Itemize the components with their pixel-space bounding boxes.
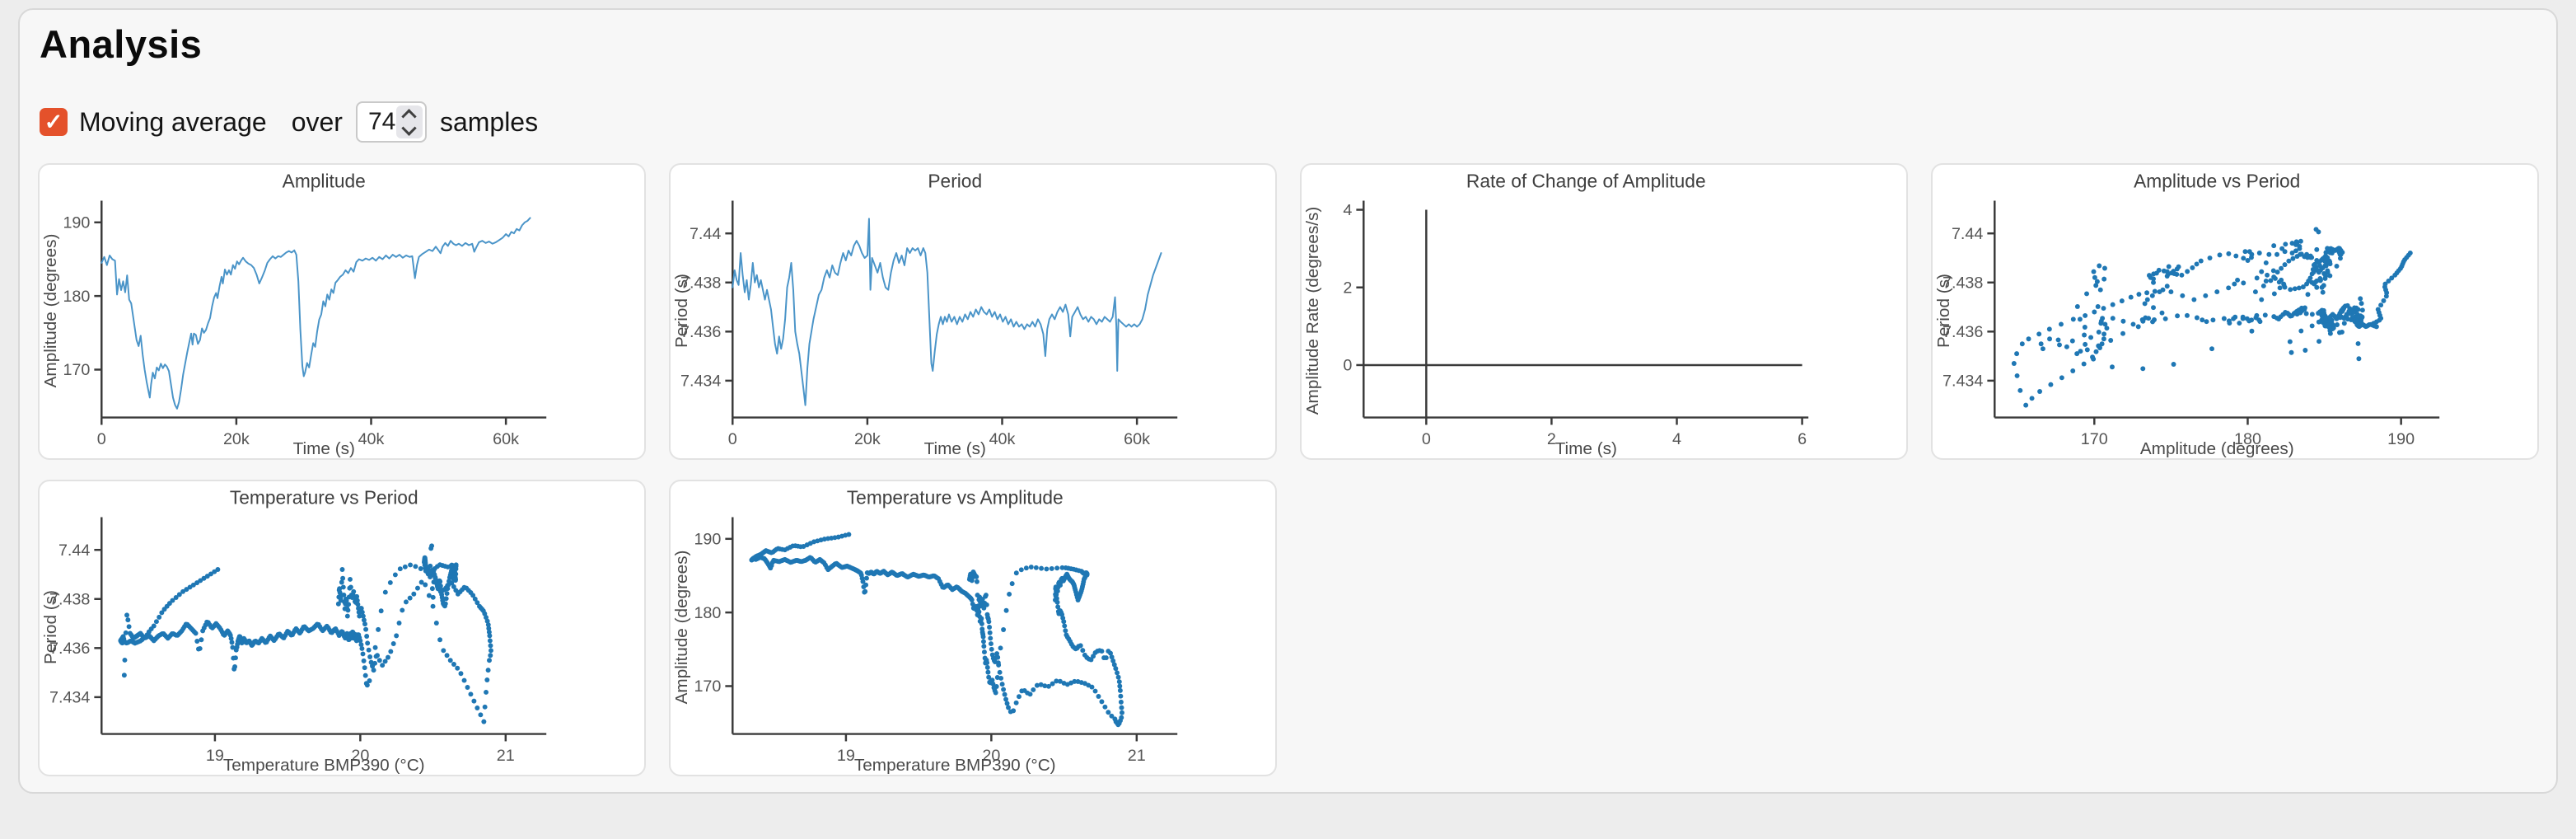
svg-text:20: 20	[982, 747, 1000, 765]
svg-text:7.44: 7.44	[690, 225, 721, 243]
moving-average-checkbox[interactable]: ✓	[40, 108, 68, 136]
chart-amplitude-rate-panel: Rate of Change of Amplitude 0 2 4 6 0 2 4 Time (…	[1300, 163, 1908, 460]
svg-text:Amplitude Rate (degrees/s): Amplitude Rate (degrees/s)	[1303, 207, 1322, 415]
svg-text:Time (s): Time (s)	[293, 439, 355, 458]
svg-text:7.436: 7.436	[680, 323, 721, 341]
svg-text:4: 4	[1672, 430, 1681, 448]
svg-text:Temperature vs Amplitude: Temperature vs Amplitude	[847, 487, 1064, 509]
svg-text:20k: 20k	[223, 430, 250, 448]
svg-text:170: 170	[63, 361, 90, 379]
svg-text:7.438: 7.438	[1943, 274, 1983, 292]
page-title: Analysis	[40, 22, 203, 66]
svg-text:6: 6	[1798, 430, 1807, 448]
charts-grid: Amplitude 0 20k 40k 60k 170 180 190 Time (s) Ampl…	[38, 163, 2539, 776]
svg-text:7.44: 7.44	[1952, 225, 1983, 243]
svg-text:0: 0	[97, 430, 106, 448]
svg-text:Time (s): Time (s)	[924, 439, 986, 458]
chart-temperature-vs-period-panel: Temperature vs Period 19 20 21 7.434 7.436 7.4…	[38, 480, 646, 776]
svg-text:2: 2	[1343, 279, 1352, 297]
analysis-card: Analysis ✓ Moving average over 74 sample…	[18, 8, 2558, 794]
svg-text:7.434: 7.434	[49, 689, 90, 707]
svg-text:19: 19	[837, 747, 855, 765]
svg-text:170: 170	[2081, 430, 2108, 448]
svg-text:Period (s): Period (s)	[672, 274, 691, 348]
svg-text:0: 0	[728, 430, 737, 448]
over-label: over	[291, 106, 343, 137]
samples-value: 74	[367, 108, 396, 135]
svg-text:Temperature vs Period: Temperature vs Period	[230, 487, 418, 509]
svg-text:180: 180	[63, 288, 90, 306]
chart-period-panel: Period 0 20k 40k 60k 7.434 7.436 7.438 7.44 Time …	[669, 163, 1277, 460]
svg-text:Rate of Change of Amplitude: Rate of Change of Amplitude	[1466, 171, 1706, 192]
svg-text:7.434: 7.434	[1943, 373, 1983, 391]
samples-label: samples	[439, 106, 539, 137]
chevron-down-icon	[401, 120, 418, 136]
svg-text:21: 21	[497, 747, 515, 765]
svg-text:180: 180	[2234, 430, 2261, 448]
amplitude-chart: Amplitude 0 20k 40k 60k 170 180 190 Time (s) Ampl…	[41, 171, 547, 458]
svg-text:21: 21	[1128, 747, 1146, 765]
svg-text:Amplitude (degrees): Amplitude (degrees)	[672, 551, 691, 705]
svg-text:60k: 60k	[1124, 430, 1150, 448]
period-chart: Period 0 20k 40k 60k 7.434 7.436 7.438 7.44 Time …	[672, 171, 1178, 458]
amplitude-rate-chart: Rate of Change of Amplitude 0 2 4 6 0 2 4 Time (…	[1303, 171, 1809, 458]
svg-text:Temperature BMP390 (°C): Temperature BMP390 (°C)	[854, 756, 1056, 775]
moving-average-controls: ✓ Moving average over 74 samples	[40, 101, 538, 143]
spin-down-button[interactable]	[396, 120, 423, 138]
temperature-vs-period-chart: Temperature vs Period 19 20 21 7.434 7.436 7.4…	[41, 487, 547, 775]
moving-average-checkbox-row: ✓ Moving average	[40, 107, 267, 138]
svg-text:Period (s): Period (s)	[1934, 274, 1953, 348]
svg-text:0: 0	[1422, 430, 1431, 448]
svg-text:170: 170	[694, 677, 721, 696]
chart-temperature-vs-amplitude-panel: Temperature vs Amplitude 19 20 21 170 180 190 T…	[669, 480, 1277, 776]
svg-text:7.438: 7.438	[49, 590, 90, 608]
svg-text:190: 190	[2387, 430, 2415, 448]
svg-text:Amplitude (degrees): Amplitude (degrees)	[2140, 439, 2294, 458]
svg-text:20k: 20k	[854, 430, 881, 448]
svg-text:60k: 60k	[493, 430, 519, 448]
svg-text:0: 0	[1343, 357, 1352, 375]
svg-text:7.436: 7.436	[1943, 323, 1983, 341]
svg-text:190: 190	[694, 531, 721, 549]
svg-text:Amplitude: Amplitude	[283, 171, 366, 192]
svg-text:7.438: 7.438	[680, 274, 721, 292]
svg-text:2: 2	[1547, 430, 1556, 448]
svg-text:40k: 40k	[358, 430, 385, 448]
checkmark-icon: ✓	[44, 109, 63, 134]
svg-text:7.436: 7.436	[49, 640, 90, 658]
svg-text:190: 190	[63, 214, 90, 232]
svg-text:19: 19	[206, 747, 224, 765]
svg-text:Amplitude (degrees): Amplitude (degrees)	[41, 234, 60, 388]
svg-text:7.44: 7.44	[58, 541, 90, 560]
svg-text:Time (s): Time (s)	[1555, 439, 1617, 458]
svg-text:7.434: 7.434	[680, 373, 721, 391]
chart-amplitude-vs-period-panel: Amplitude vs Period 170 180 190 7.434 7.436 7.…	[1931, 163, 2539, 460]
spin-up-button[interactable]	[396, 105, 423, 124]
svg-text:Amplitude vs Period: Amplitude vs Period	[2134, 171, 2300, 192]
svg-text:Temperature BMP390 (°C): Temperature BMP390 (°C)	[223, 756, 425, 775]
samples-spinner	[395, 105, 423, 138]
svg-text:20: 20	[351, 747, 369, 765]
svg-text:4: 4	[1343, 201, 1352, 219]
svg-text:40k: 40k	[989, 430, 1016, 448]
amplitude-vs-period-chart: Amplitude vs Period 170 180 190 7.434 7.436 7.…	[1934, 171, 2440, 458]
svg-text:Period: Period	[928, 171, 982, 192]
samples-input[interactable]: 74	[355, 101, 427, 143]
svg-text:180: 180	[694, 604, 721, 622]
chart-amplitude-panel: Amplitude 0 20k 40k 60k 170 180 190 Time (s) Ampl…	[38, 163, 646, 460]
temperature-vs-amplitude-chart: Temperature vs Amplitude 19 20 21 170 180 190 T…	[672, 487, 1178, 775]
moving-average-label: Moving average	[79, 106, 267, 137]
svg-text:Period (s): Period (s)	[41, 590, 60, 664]
